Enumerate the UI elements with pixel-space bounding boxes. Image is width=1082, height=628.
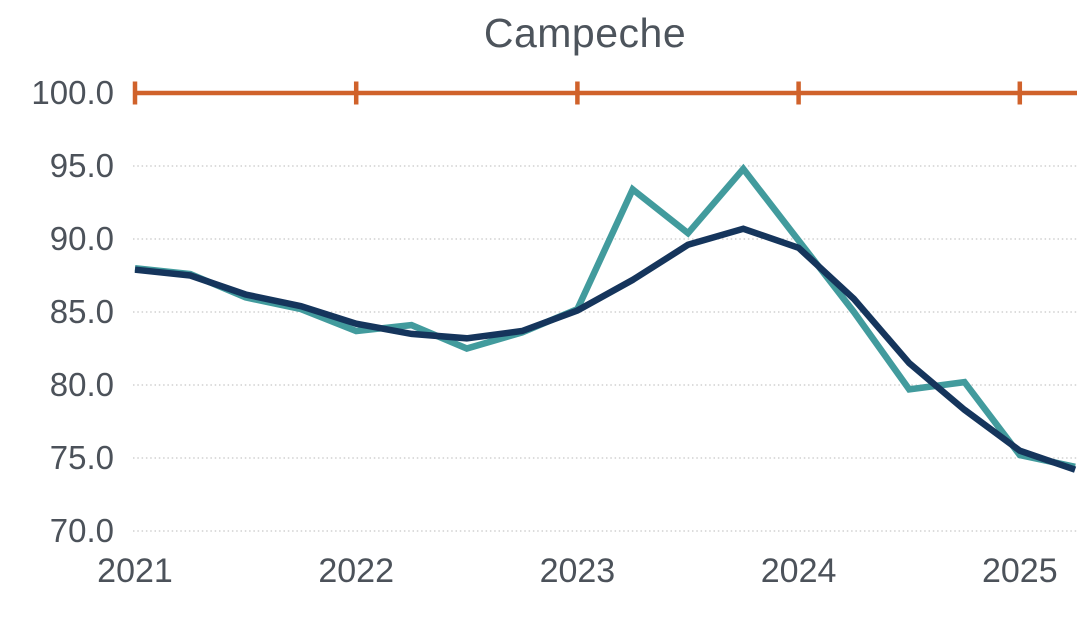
y-axis-tick-label: 85.0 [49, 293, 114, 330]
y-axis-tick-label: 90.0 [49, 220, 114, 257]
chart-title: Campeche [483, 10, 687, 56]
y-axis-tick-label: 80.0 [49, 366, 114, 403]
x-axis-tick-label: 2022 [318, 552, 394, 590]
x-axis-tick-label: 2025 [981, 552, 1058, 590]
y-axis-tick-label: 95.0 [49, 147, 114, 184]
navy-series-line [134, 225, 1077, 473]
teal-series-line [134, 163, 1076, 470]
x-axis-tick-label: 2024 [760, 552, 837, 590]
y-axis-tick-label: 100.0 [31, 74, 114, 111]
x-axis-tick-label: 2021 [97, 552, 173, 590]
y-axis-tick-label: 75.0 [49, 439, 114, 476]
x-axis-tick-label: 2023 [539, 552, 616, 590]
y-axis-tick-label: 70.0 [49, 512, 114, 549]
